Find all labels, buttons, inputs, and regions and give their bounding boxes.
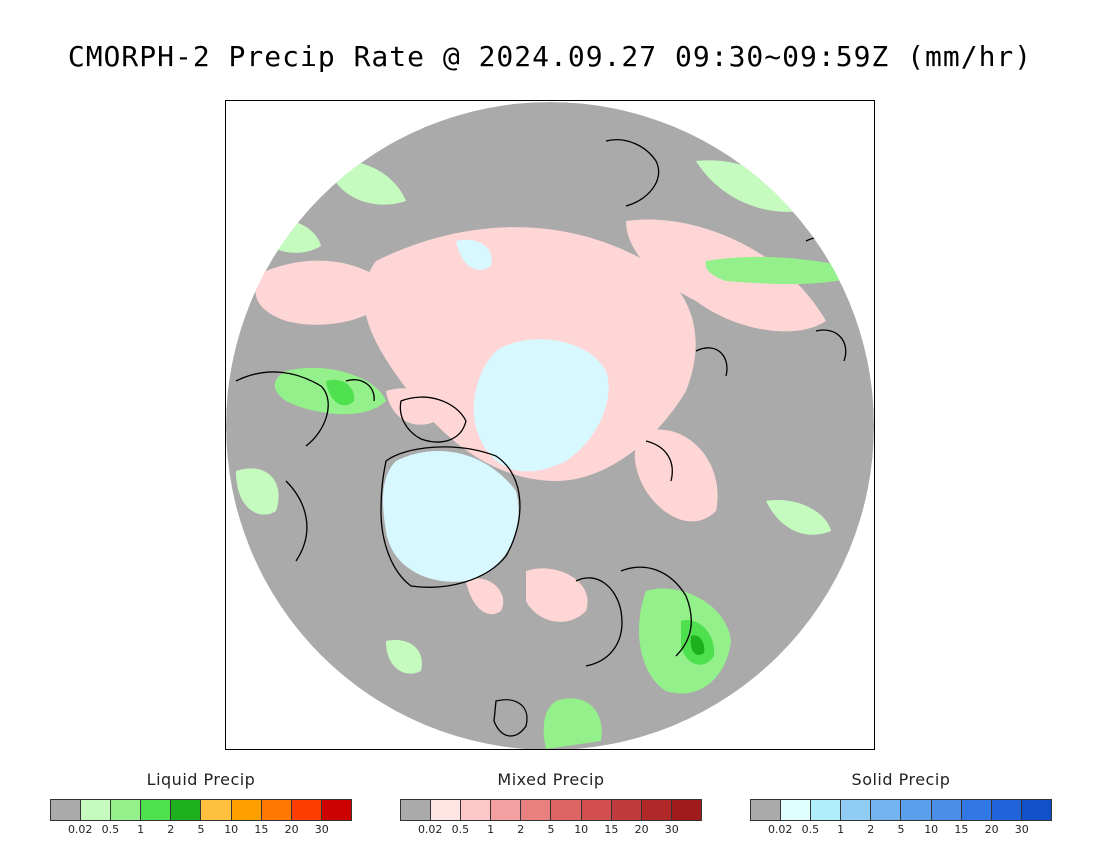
legend-tick-label: 0.02 — [767, 823, 793, 836]
color-bar — [50, 799, 352, 821]
legend-swatch — [321, 800, 351, 820]
legend-title: Mixed Precip — [497, 770, 605, 789]
legend-title: Solid Precip — [851, 770, 951, 789]
precip-map-canvas — [226, 102, 874, 749]
legend-tick-label: 1 — [137, 823, 145, 836]
precip-map — [225, 100, 875, 750]
legend-swatch — [641, 800, 672, 820]
color-bar — [750, 799, 1052, 821]
tick-labels: 0.02 0.5 1 2 5 10 15 20 30 — [400, 823, 702, 837]
legend-swatch — [111, 800, 142, 820]
legend-tick-label: 30 — [314, 823, 329, 836]
legend-swatch — [401, 800, 432, 820]
legend-swatch — [1021, 800, 1051, 820]
legend-swatch — [611, 800, 642, 820]
legend-tick-label: 20 — [634, 823, 649, 836]
legend-tick-label: 0.5 — [451, 823, 470, 836]
legend-swatch — [431, 800, 462, 820]
legend-swatch — [291, 800, 322, 820]
legend-tick-label: 2 — [517, 823, 525, 836]
legend-tick-label: 15 — [604, 823, 619, 836]
legend-tick-label: 10 — [574, 823, 589, 836]
legend-swatch — [581, 800, 612, 820]
legend-tick-label: 10 — [924, 823, 939, 836]
legend-swatch — [751, 800, 782, 820]
legend-swatch — [171, 800, 202, 820]
legend-swatch — [491, 800, 522, 820]
legend-swatch — [781, 800, 812, 820]
legend-mixed: Mixed Precip 0.02 0.5 1 2 5 10 15 20 30 — [400, 770, 702, 837]
legend-tick-label: 30 — [664, 823, 679, 836]
legend-solid: Solid Precip 0.02 0.5 1 2 5 10 15 20 30 — [750, 770, 1052, 837]
legend-tick-label: 2 — [867, 823, 875, 836]
legend-swatch — [231, 800, 262, 820]
color-bar — [400, 799, 702, 821]
legend-tick-label: 5 — [897, 823, 905, 836]
legend-swatch — [961, 800, 992, 820]
legend-tick-label: 5 — [197, 823, 205, 836]
legend-swatch — [841, 800, 872, 820]
legend-swatch — [51, 800, 82, 820]
legend-tick-label: 0.02 — [67, 823, 93, 836]
legend-tick-label: 0.02 — [417, 823, 443, 836]
solid-precip-areas — [383, 239, 609, 582]
legend-swatch — [811, 800, 842, 820]
coastlines — [235, 139, 847, 737]
legend-swatch — [871, 800, 902, 820]
legend-swatch — [551, 800, 582, 820]
legend-tick-label: 20 — [984, 823, 999, 836]
legend-swatch — [81, 800, 112, 820]
legend-swatch — [931, 800, 962, 820]
legend-tick-label: 0.5 — [801, 823, 820, 836]
legend-tick-label: 15 — [254, 823, 269, 836]
tick-labels: 0.02 0.5 1 2 5 10 15 20 30 — [50, 823, 352, 837]
legend-swatch — [671, 800, 701, 820]
legend-swatch — [521, 800, 552, 820]
legend-title: Liquid Precip — [146, 770, 256, 789]
legend-tick-label: 15 — [954, 823, 969, 836]
polar-disk — [226, 102, 874, 749]
legend-tick-label: 0.5 — [101, 823, 120, 836]
legend-tick-label: 1 — [837, 823, 845, 836]
legend-tick-label: 2 — [167, 823, 175, 836]
legend-swatch — [261, 800, 292, 820]
legend-swatch — [461, 800, 492, 820]
legend-tick-label: 30 — [1014, 823, 1029, 836]
legend-tick-label: 20 — [284, 823, 299, 836]
legend-tick-label: 10 — [224, 823, 239, 836]
legend-liquid: Liquid Precip 0.02 0.5 1 2 5 10 15 20 30 — [50, 770, 352, 837]
legend-swatch — [901, 800, 932, 820]
legend-swatch — [991, 800, 1022, 820]
legend-tick-label: 1 — [487, 823, 495, 836]
legend-swatch — [141, 800, 172, 820]
map-title: CMORPH-2 Precip Rate @ 2024.09.27 09:30~… — [67, 40, 1033, 73]
tick-labels: 0.02 0.5 1 2 5 10 15 20 30 — [750, 823, 1052, 837]
legend-tick-label: 5 — [547, 823, 555, 836]
legend-swatch — [201, 800, 232, 820]
